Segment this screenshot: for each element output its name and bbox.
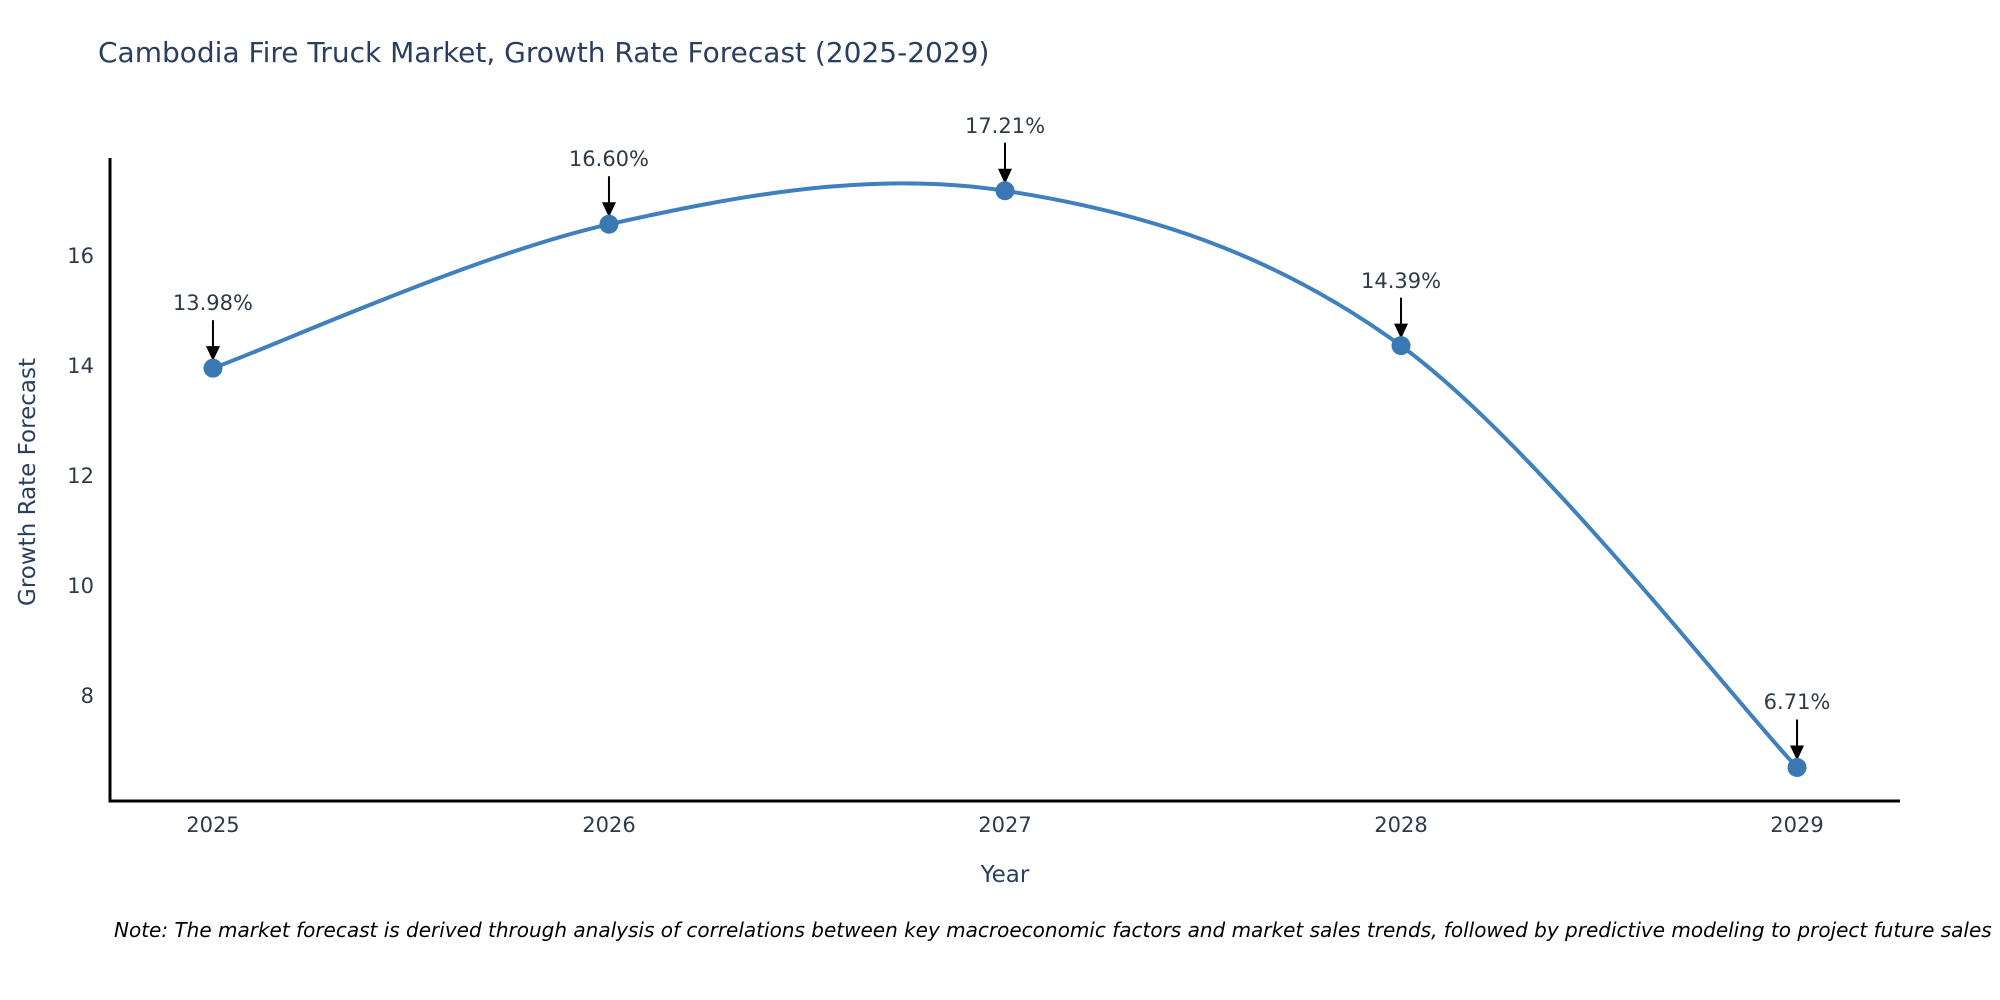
data-point-marker[interactable] — [995, 181, 1015, 201]
y-tick-label: 16 — [67, 244, 94, 269]
y-tick-label: 12 — [67, 463, 94, 488]
growth-rate-series-line — [210, 181, 1799, 770]
axis-lines — [108, 158, 1900, 803]
footnote: Note: The market forecast is derived thr… — [114, 918, 1992, 942]
annotation-label: 14.39% — [1360, 268, 1442, 293]
x-axis-title: Year — [980, 862, 1030, 888]
y-tick-label: 10 — [67, 573, 94, 598]
annotation-label: 6.71% — [1763, 690, 1831, 715]
annotation-arrow-head — [601, 202, 616, 218]
x-tick-label: 2026 — [582, 813, 636, 837]
y-axis-title: Growth Rate Forecast — [15, 358, 41, 606]
data-point-marker[interactable] — [1391, 336, 1411, 356]
annotation-label: 13.98% — [172, 291, 253, 316]
data-point-marker[interactable] — [1787, 757, 1807, 777]
annotation-label: 17.21% — [964, 113, 1046, 138]
data-point-marker[interactable] — [203, 358, 223, 378]
annotation-arrow-head — [1790, 745, 1805, 761]
x-tick-label: 2029 — [1770, 813, 1824, 837]
annotation-label: 16.60% — [568, 147, 649, 172]
annotation-arrow-head — [1394, 323, 1409, 339]
y-tick-label: 14 — [67, 354, 94, 379]
x-tick-label: 2028 — [1374, 813, 1428, 837]
annotation-arrow-head — [205, 346, 220, 362]
chart-title: Cambodia Fire Truck Market, Growth Rate … — [98, 36, 990, 69]
annotation-arrow-head — [998, 168, 1012, 184]
data-point-markers — [203, 181, 1807, 777]
x-tick-label: 2025 — [186, 813, 240, 837]
data-point-marker[interactable] — [599, 214, 619, 234]
x-tick-label: 2027 — [978, 813, 1032, 837]
y-tick-label: 8 — [80, 683, 94, 708]
annotation-arrows — [205, 142, 1805, 761]
